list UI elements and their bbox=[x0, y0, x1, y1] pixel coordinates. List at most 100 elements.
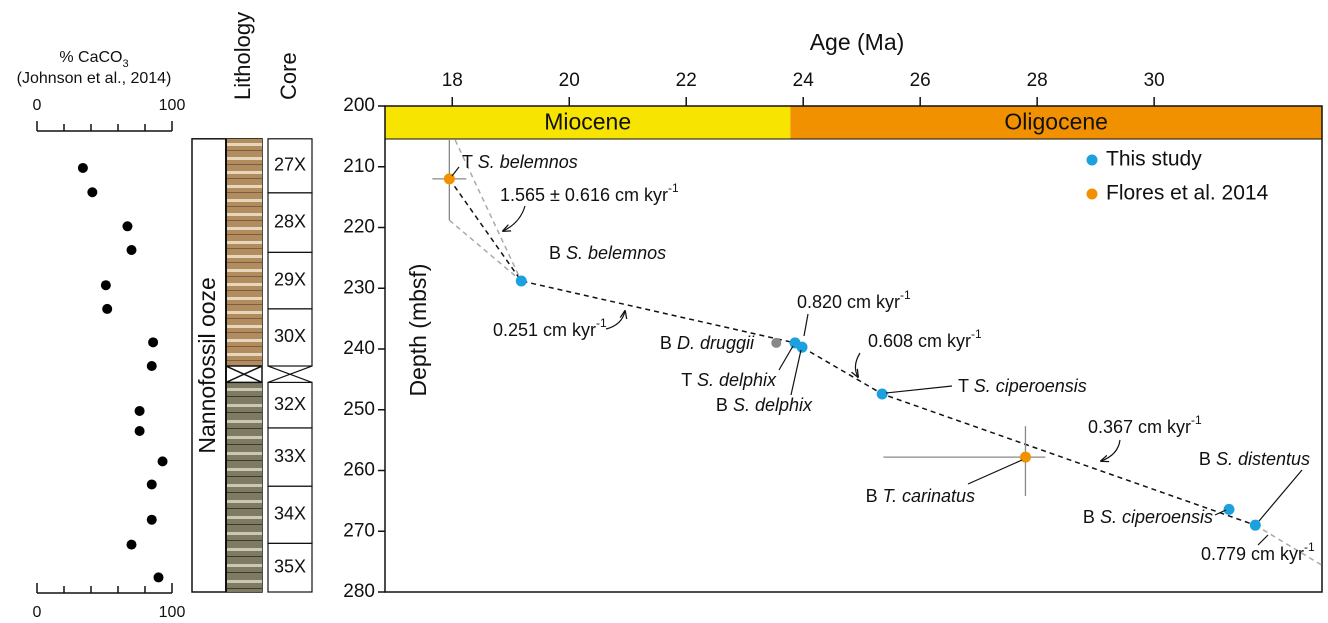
leader-line bbox=[1214, 509, 1227, 516]
panel-title: % CaCO3 bbox=[59, 49, 128, 70]
rate-text: 0.608 cm kyr bbox=[868, 331, 971, 351]
envelope-line bbox=[448, 219, 522, 282]
event-taxon: D. druggii bbox=[677, 333, 755, 353]
event-prefix: B bbox=[549, 243, 561, 263]
core-box bbox=[267, 427, 313, 487]
caco3-point bbox=[102, 303, 113, 314]
event-prefix: B bbox=[716, 395, 728, 415]
x-tick-label: 24 bbox=[793, 70, 815, 91]
caco3-point bbox=[157, 456, 168, 467]
rate-pointer bbox=[1257, 534, 1269, 546]
y-tick-label: 280 bbox=[343, 581, 375, 602]
event-prefix: T bbox=[462, 152, 473, 172]
y-tick-label: 240 bbox=[343, 338, 375, 359]
x-tick-label: 0 bbox=[33, 97, 42, 114]
y-tick-label: 250 bbox=[343, 399, 375, 420]
envelope-line bbox=[454, 139, 522, 282]
lithology-title: Lithology bbox=[230, 12, 255, 100]
event-prefix: B bbox=[660, 333, 672, 353]
rate-exponent: -1 bbox=[596, 316, 607, 330]
event-label: B T. carinatus bbox=[866, 486, 975, 506]
core-photo bbox=[226, 138, 262, 367]
caco3-point bbox=[126, 539, 137, 550]
lithology-unit: Nannofossil ooze bbox=[194, 277, 220, 453]
panel-title-sub: 3 bbox=[123, 58, 129, 70]
caco3-point bbox=[146, 361, 157, 372]
panel-subtitle: (Johnson et al., 2014) bbox=[17, 70, 172, 87]
epoch-label: Oligocene bbox=[1004, 109, 1108, 135]
epoch-band bbox=[790, 106, 1322, 139]
leader-line bbox=[967, 459, 1023, 485]
core-title: Core bbox=[276, 52, 301, 100]
event-point bbox=[876, 388, 888, 400]
leader-line bbox=[451, 166, 460, 177]
y-tick-label: 220 bbox=[343, 217, 375, 238]
event-label: B D. druggii bbox=[660, 333, 755, 353]
core-label: 33X bbox=[274, 446, 306, 466]
event-label: T S. delphix bbox=[681, 370, 777, 390]
event-taxon: T. carinatus bbox=[883, 486, 975, 506]
event-taxon: S. delphix bbox=[733, 395, 813, 415]
x-axis-title: Age (Ma) bbox=[810, 29, 905, 55]
epoch-label: Miocene bbox=[544, 109, 631, 135]
caco3-point bbox=[126, 244, 137, 255]
core-box bbox=[267, 192, 313, 254]
event-label: B S. delphix bbox=[716, 395, 813, 415]
core-label: 35X bbox=[274, 556, 306, 576]
event-point bbox=[1223, 503, 1235, 515]
event-point bbox=[771, 337, 782, 348]
caco3-point bbox=[153, 572, 164, 583]
rate-text: 0.251 cm kyr bbox=[493, 320, 596, 340]
x-tick-label: 22 bbox=[676, 70, 697, 91]
event-label: T S. belemnos bbox=[462, 152, 578, 172]
caco3-point bbox=[134, 405, 145, 416]
event-point bbox=[443, 173, 455, 185]
event-taxon: S. ciperoensis bbox=[1100, 507, 1213, 527]
event-label: B S. ciperoensis bbox=[1083, 507, 1213, 527]
x-tick-label: 100 bbox=[159, 97, 186, 114]
rate-exponent: -1 bbox=[971, 327, 982, 341]
event-label: T S. ciperoensis bbox=[958, 376, 1087, 396]
legend-label: This study bbox=[1106, 148, 1202, 171]
event-prefix: T bbox=[681, 370, 692, 390]
core-box bbox=[267, 485, 313, 545]
event-prefix: T bbox=[958, 376, 969, 396]
x-tick-label: 26 bbox=[910, 70, 931, 91]
epoch-band bbox=[385, 106, 791, 139]
rate-text: 0.779 cm kyr bbox=[1201, 544, 1304, 564]
rate-text: 1.565 ± 0.616 cm kyr bbox=[500, 185, 668, 205]
y-tick-label: 230 bbox=[343, 277, 375, 298]
y-tick-label: 200 bbox=[343, 95, 375, 116]
x-tick-label: 18 bbox=[442, 70, 463, 91]
event-taxon: S. ciperoensis bbox=[974, 376, 1087, 396]
core-box bbox=[267, 308, 313, 367]
rate-label: 0.779 cm kyr-1 bbox=[1201, 540, 1315, 564]
y-axis-title: Depth (mbsf) bbox=[405, 264, 431, 397]
legend-label: Flores et al. 2014 bbox=[1106, 182, 1269, 205]
rate-label: 0.820 cm kyr-1 bbox=[797, 288, 911, 312]
core-box bbox=[267, 381, 313, 429]
core-label: 32X bbox=[274, 394, 306, 414]
caco3-point bbox=[77, 162, 88, 173]
rate-exponent: -1 bbox=[900, 288, 911, 302]
x-tick-label: 100 bbox=[159, 604, 186, 621]
event-taxon: S. belemnos bbox=[566, 243, 666, 263]
caco3-point bbox=[146, 514, 157, 525]
rate-exponent: -1 bbox=[1191, 413, 1202, 427]
x-tick-label: 30 bbox=[1144, 70, 1165, 91]
event-point bbox=[796, 341, 808, 353]
rate-label: 0.251 cm kyr-1 bbox=[493, 316, 607, 340]
y-tick-label: 210 bbox=[343, 156, 375, 177]
core-gap bbox=[267, 365, 313, 383]
caco3-point bbox=[87, 187, 98, 198]
leader-line bbox=[778, 345, 794, 371]
core-photo bbox=[226, 382, 262, 592]
core-label: 34X bbox=[274, 504, 306, 524]
caco3-point bbox=[134, 426, 145, 437]
rate-pointer bbox=[605, 311, 625, 330]
event-taxon: S. belemnos bbox=[478, 152, 578, 172]
core-label: 28X bbox=[274, 211, 306, 231]
event-label: B S. belemnos bbox=[549, 243, 666, 263]
caco3-point bbox=[148, 337, 159, 348]
